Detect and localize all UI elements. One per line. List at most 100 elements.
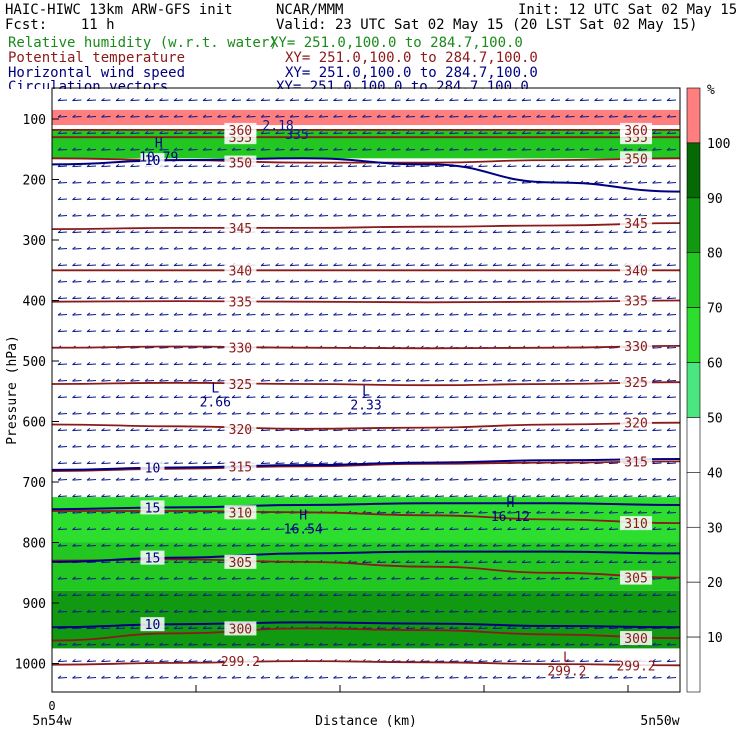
wind-vector [231,576,242,580]
wind-vector [289,130,300,135]
theta-label-bg [224,554,257,569]
wind-vector [289,262,300,267]
wind-vector [217,328,227,333]
wind-vector [463,642,474,646]
wind-vector [362,411,372,415]
wind-vector [507,411,517,415]
wind-vector [623,493,633,498]
wind-vector [115,394,126,399]
wind-vector [333,213,343,217]
wind-vector [304,246,314,250]
wind-vector [115,411,126,415]
wind-vector [275,114,285,118]
wind-vector [101,130,111,135]
wind-vector [188,180,198,184]
wind-vector [536,526,546,531]
wind-vector [608,361,619,366]
wind-vector [449,609,459,613]
wind-vector [362,493,372,498]
wind-vector [463,658,474,663]
x-tick-label-0: 0 [48,699,55,713]
wind-vector [159,328,169,333]
wind-vector [173,394,184,399]
wind-vector [260,130,271,135]
theta-label-315-0: 315 [229,460,252,475]
wind-vector [405,378,416,382]
wind-vector [130,460,140,465]
wind-vector [623,361,633,366]
wind-vector [72,378,82,382]
wind-vector [608,543,619,547]
wind-vector [362,675,372,679]
wind-vector [420,559,430,564]
wind-vector [608,262,619,267]
wind-vector [260,675,271,679]
theta-label-360-0: 360 [229,124,252,139]
wind-vector [86,460,97,465]
wind-vector [173,279,184,283]
wind-vector [289,97,300,102]
wind-vector [391,147,401,151]
wind-vector [579,328,590,333]
wind-vector [579,196,590,201]
wind-vector [376,378,387,382]
wind-vector [521,411,532,415]
y-tick-label-900: 900 [23,597,46,612]
wind-vector [130,576,140,580]
wind-vector [86,642,97,646]
wind-vector [362,229,372,234]
wind-vector [463,114,474,118]
wind-vector [594,526,604,531]
wind-vector [492,444,503,448]
wind-vector [289,312,300,316]
wind-vector [521,477,532,481]
theta-label-300-1: 300 [624,632,647,647]
wind-vector [130,493,140,498]
wind-vector [594,130,604,135]
wind-vector [594,279,604,283]
wind-vector [652,114,662,118]
wind-vector [420,262,430,267]
wind-vector [536,609,546,613]
wind-vector [159,411,169,415]
wind-vector [623,147,633,151]
wind-vector [304,411,314,415]
wind-vector [608,394,619,399]
wind-vector [115,229,126,234]
wind-vector [376,444,387,448]
wind-vector [376,130,387,135]
wind-vector [333,444,343,448]
wind-vector [188,394,198,399]
wind-vector [347,609,358,613]
wind-vector [202,262,213,267]
extremum-value-1: 2.66 [200,395,231,410]
wind-vector [565,246,575,250]
wind-vector [188,543,198,547]
wind-vector [434,114,445,118]
rh-region-0 [52,109,680,126]
wind-vector [246,394,256,399]
wind-vector [231,642,242,646]
wind-vector [318,213,329,217]
wind-vector [434,658,445,663]
wind-vector [492,213,503,217]
wind-vector [449,493,459,498]
wind-vector [188,97,198,102]
wind-vector [478,295,488,300]
wind-vector [318,147,329,151]
wind-vector [362,262,372,267]
wind-vector [637,510,648,514]
wind-vector [115,312,126,316]
wind-vector [521,609,532,613]
wind-vector [217,642,227,646]
wind-vector [666,262,677,267]
wind-vector [478,229,488,234]
wind-vector [260,196,271,201]
wind-vector [188,576,198,580]
wind-vector [130,675,140,679]
wind-vector [463,675,474,679]
wind-vector [536,262,546,267]
field-rh-name: Relative humidity (w.r.t. water) [8,35,278,51]
below-ground [52,665,680,692]
wind-vector [449,130,459,135]
